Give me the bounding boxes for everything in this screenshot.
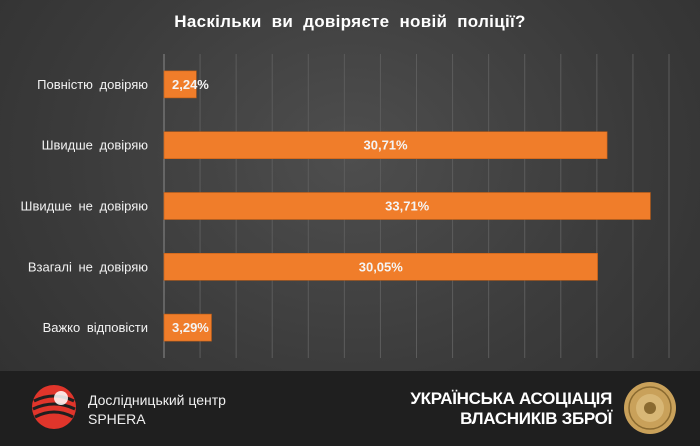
data-label: 30,71% [364, 138, 409, 153]
category-label: Швидше довіряю [42, 138, 149, 153]
bar [163, 192, 651, 220]
category-label: Швидше не довіряю [21, 199, 149, 214]
sphera-org-name: Дослідницький центр SPHERA [88, 391, 226, 429]
data-label: 30,05% [359, 259, 404, 274]
data-label: 2,24% [172, 77, 209, 92]
bar [163, 253, 598, 281]
value-labels: 2,24% 30,71% 33,71% 30,05% 3,29% [172, 77, 430, 335]
association-line-2: ВЛАСНИКІВ ЗБРОЇ [460, 409, 612, 428]
data-label: 3,29% [172, 320, 209, 335]
sphera-line-1: Дослідницький центр [88, 392, 226, 408]
category-label: Взагалі не довіряю [28, 259, 148, 274]
footer: Дослідницький центр SPHERA УКРАЇНСЬКА АС… [0, 371, 700, 446]
association-line-1: УКРАЇНСЬКА АСОЦІАЦІЯ [410, 389, 612, 408]
bar [163, 70, 197, 99]
sphera-logo-icon [32, 385, 76, 429]
bar [163, 131, 608, 159]
bar-chart: Повністю довіряю Швидше довіряю Швидше не … [21, 54, 670, 358]
category-labels: Повністю довіряю Швидше довіряю Швидше не … [21, 77, 149, 335]
sphera-line-2: SPHERA [88, 411, 146, 427]
category-label: Важко відповісти [43, 320, 148, 335]
category-label: Повністю довіряю [37, 77, 148, 92]
bars [163, 70, 651, 342]
data-label: 33,71% [385, 199, 430, 214]
association-seal-icon [624, 382, 676, 434]
bar [163, 313, 212, 342]
chart-title: Наскільки ви довіряєте новій поліції? [174, 12, 526, 31]
association-name: УКРАЇНСЬКА АСОЦІАЦІЯ ВЛАСНИКІВ ЗБРОЇ [410, 389, 612, 429]
